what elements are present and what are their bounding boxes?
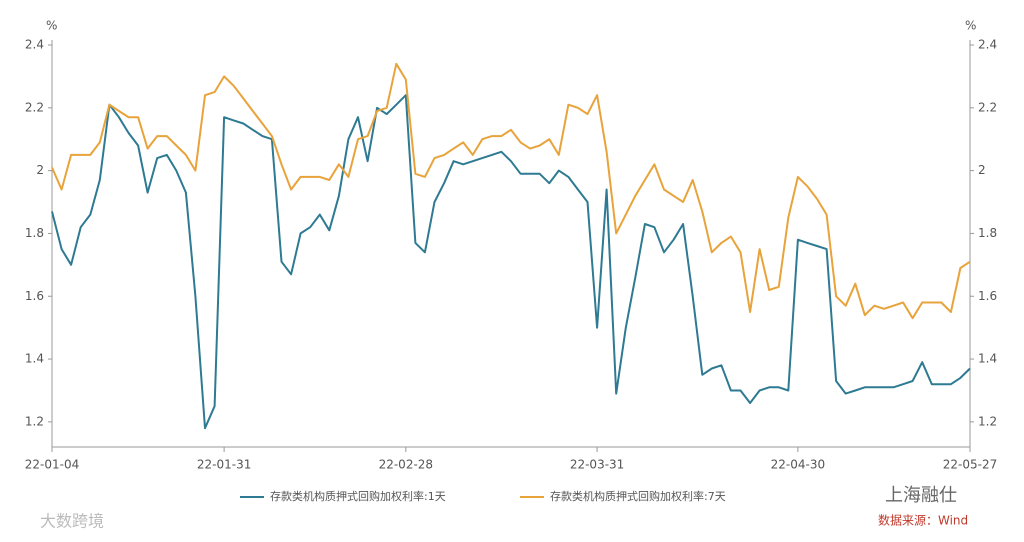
- watermark: 上海融仕: [885, 485, 957, 506]
- x-tick-label: 22-01-31: [197, 458, 251, 472]
- source-note: 数据来源：Wind: [878, 513, 968, 528]
- legend-label: 存款类机构质押式回购加权利率:7天: [550, 489, 726, 503]
- x-tick-label: 22-04-30: [771, 458, 825, 472]
- x-tick-label: 22-05-27: [943, 458, 997, 472]
- y2-tick-label: 2.2: [978, 100, 997, 114]
- y2-tick-label: 2: [978, 163, 986, 177]
- y-tick-label: 1.4: [25, 352, 44, 366]
- y2-tick-label: 1.2: [978, 414, 997, 428]
- series-line: [51, 94, 971, 430]
- y2-unit: %: [965, 19, 976, 33]
- y-unit: %: [46, 19, 57, 33]
- y-tick-label: 2.2: [25, 100, 44, 114]
- x-tick-label: 22-01-04: [25, 458, 79, 472]
- y-tick-label: 1.6: [25, 289, 44, 303]
- y-tick-label: 1.2: [25, 414, 44, 428]
- x-tick-label: 22-02-28: [379, 458, 433, 472]
- y-tick-label: 2: [36, 163, 44, 177]
- y2-tick-label: 2.4: [978, 38, 997, 52]
- y2-tick-label: 1.6: [978, 289, 997, 303]
- legend-label: 存款类机构质押式回购加权利率:1天: [270, 489, 446, 503]
- y2-tick-label: 1.4: [978, 352, 997, 366]
- x-tick-label: 22-03-31: [570, 458, 624, 472]
- series-line: [51, 62, 971, 320]
- y-tick-label: 1.8: [25, 226, 44, 240]
- y-tick-label: 2.4: [25, 38, 44, 52]
- watermark: 大数跨境: [40, 512, 104, 531]
- y2-tick-label: 1.8: [978, 226, 997, 240]
